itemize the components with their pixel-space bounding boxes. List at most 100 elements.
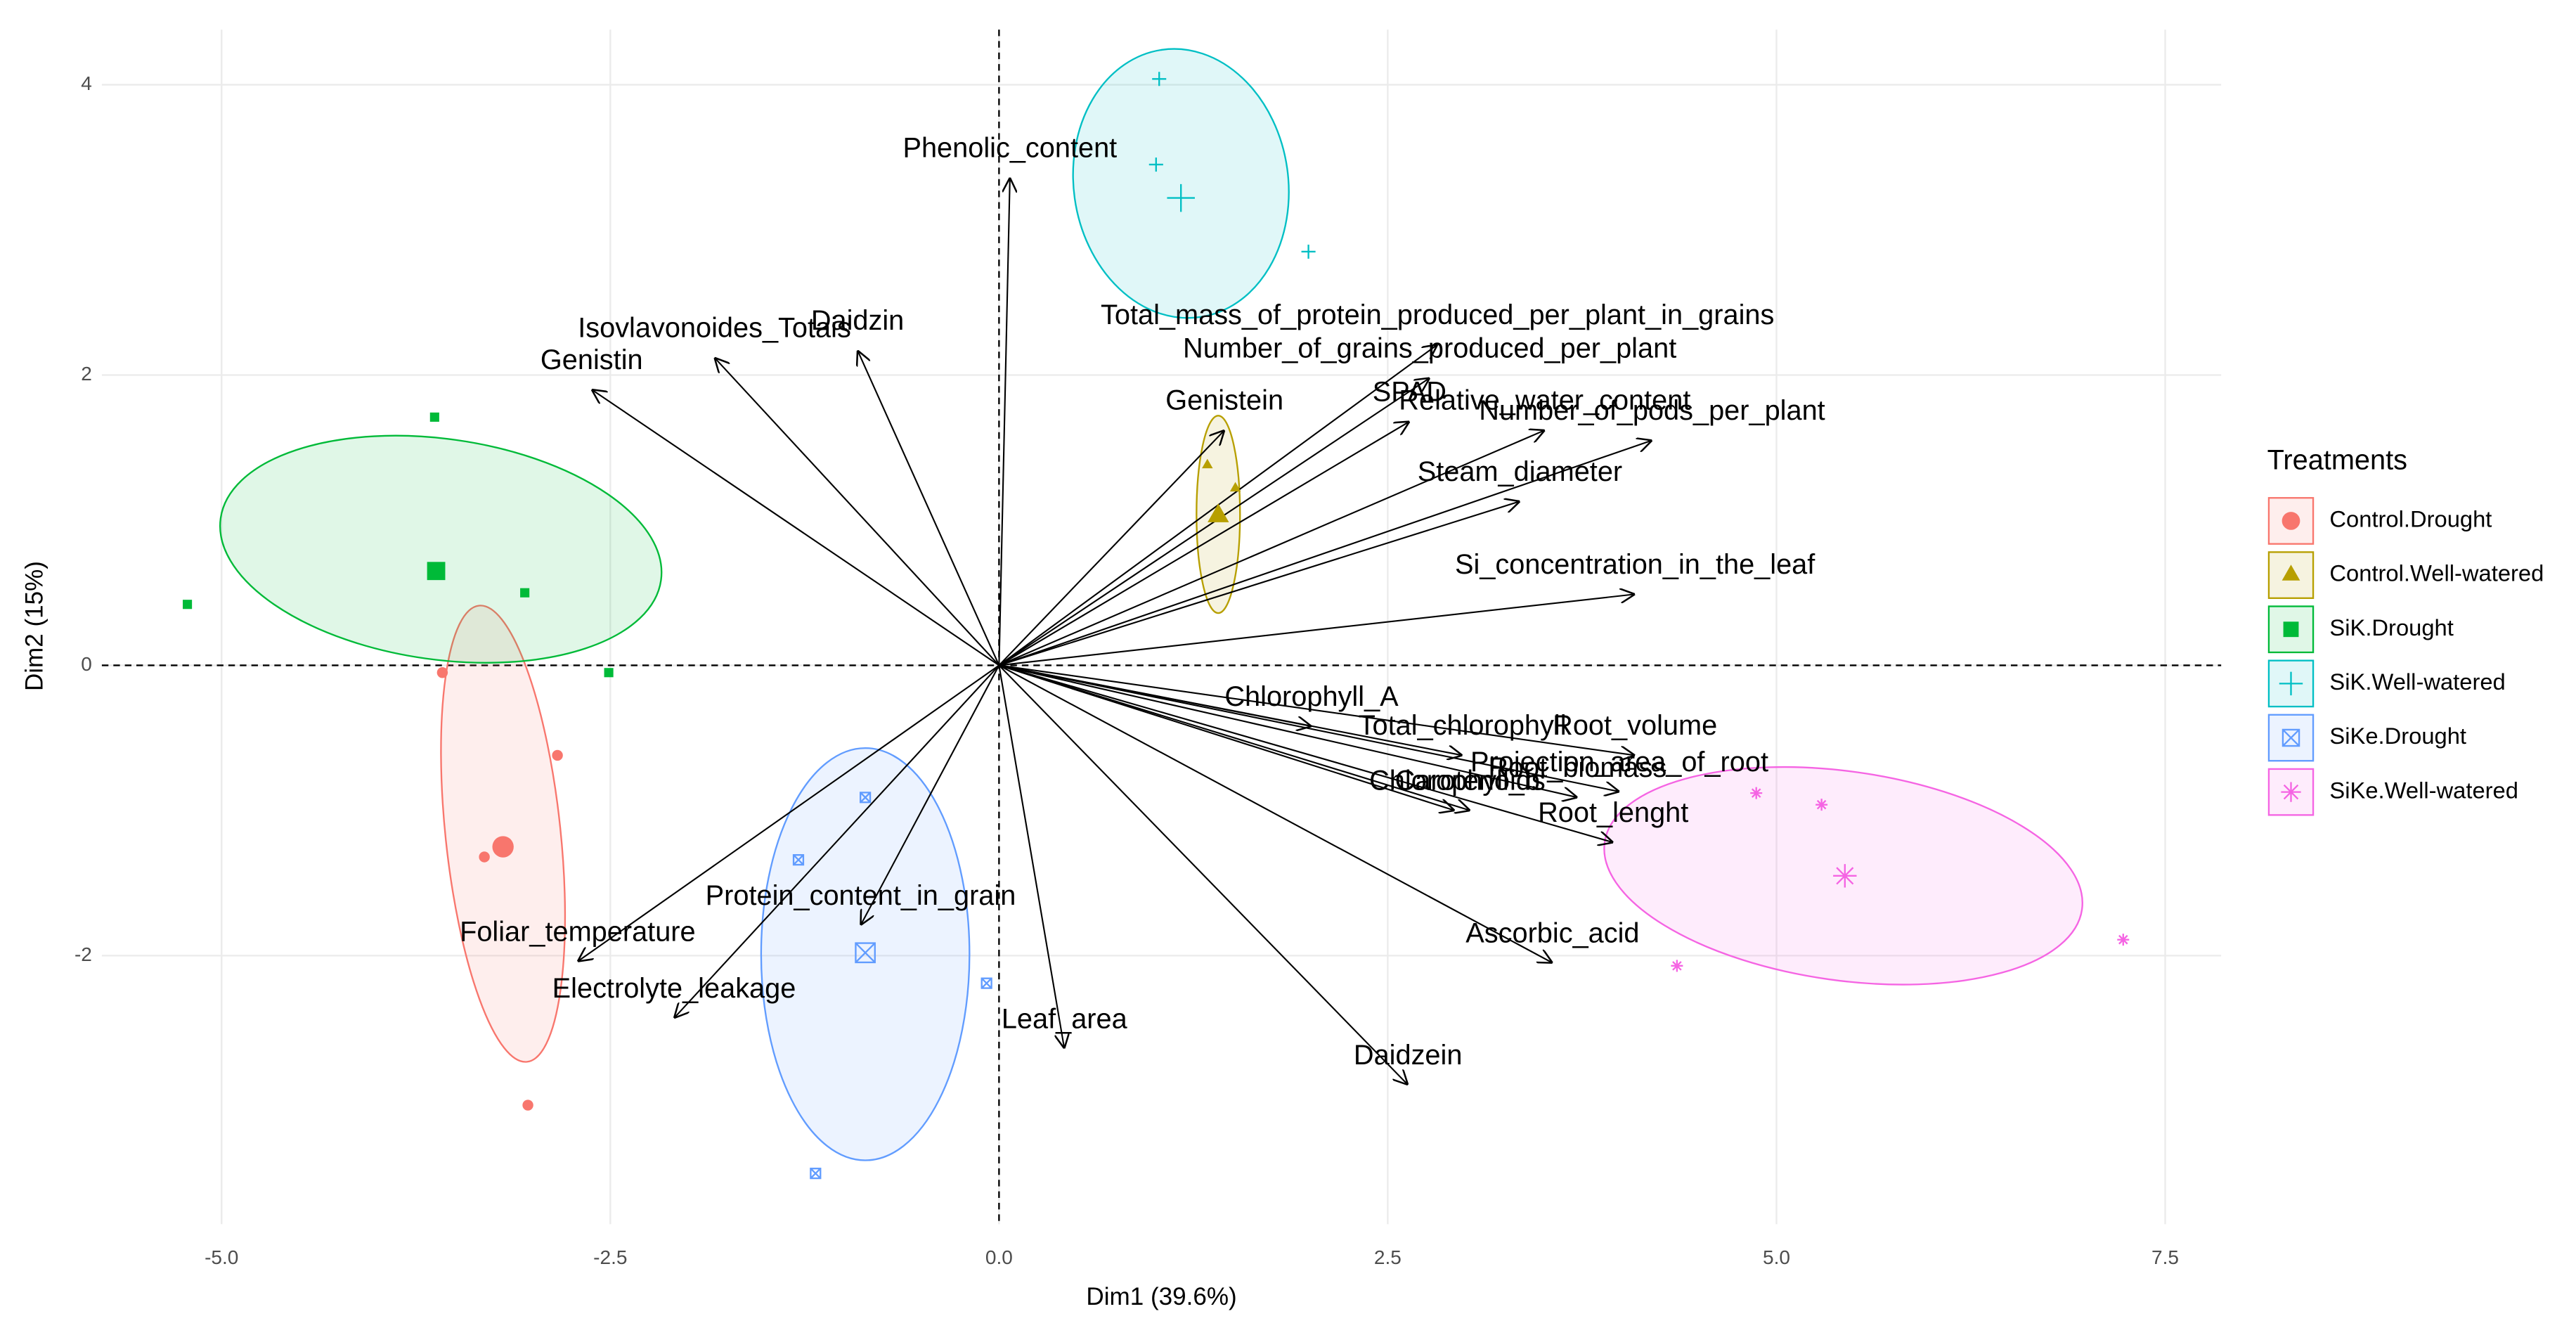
y-tick-label: 2 — [81, 363, 92, 385]
y-tick-label: -2 — [75, 943, 92, 965]
loading-arrow — [857, 350, 1000, 666]
legend-symbol — [2281, 512, 2300, 530]
x-tick-label: 5.0 — [1763, 1246, 1790, 1268]
data-point — [429, 412, 439, 422]
loading-arrow — [999, 664, 1635, 755]
legend-label: SiKe.Well-watered — [2329, 777, 2518, 803]
data-point — [520, 588, 530, 598]
variable-label: Si_concentration_in_the_leaf — [1455, 549, 1816, 580]
loading-arrow — [998, 178, 1009, 666]
variable-label: Number_of_grains_produced_per_plant — [1183, 333, 1676, 363]
loading-arrow — [998, 665, 1064, 1048]
centroid — [855, 942, 876, 964]
loading-arrow — [999, 594, 1635, 666]
data-point — [522, 1099, 533, 1111]
variable-label: SPAD — [1373, 376, 1446, 407]
x-tick-label: 2.5 — [1374, 1246, 1402, 1268]
confidence-ellipse — [440, 605, 567, 1063]
loading-arrow — [999, 664, 1454, 810]
variable-label: Isovlavonoides_Totais — [578, 312, 851, 343]
legend-label: Control.Well-watered — [2329, 560, 2544, 586]
variable-label: Carotenoids — [1395, 766, 1546, 797]
data-point — [810, 1167, 822, 1180]
legend-symbol — [2281, 565, 2300, 581]
data-point — [552, 749, 563, 761]
data-point — [1671, 960, 1683, 972]
variable-label: Total_chlorophyll — [1359, 710, 1567, 741]
variable-label: Steam_diameter — [1418, 456, 1622, 487]
centroid — [1833, 864, 1857, 888]
variable-label: Total_mass_of_protein_produced_per_plant… — [1101, 299, 1774, 330]
legend-label: SiK.Drought — [2329, 614, 2453, 640]
y-axis-title: Dim2 (15%) — [21, 561, 48, 691]
centroid — [492, 836, 514, 858]
legend-label: Control.Drought — [2329, 506, 2492, 532]
variable-label: Foliar_temperature — [460, 916, 696, 947]
loading-arrow — [674, 664, 1000, 1018]
variable-label: Electrolyte_leakage — [552, 973, 796, 1004]
loading-arrow — [999, 664, 1619, 792]
variable-label: Root_lenght — [1538, 797, 1688, 828]
data-point — [1816, 799, 1828, 811]
legend-label: SiKe.Drought — [2329, 723, 2466, 749]
legend-symbol — [2279, 671, 2303, 696]
data-point — [604, 668, 614, 678]
variable-label: Chlorophyll_A — [1224, 681, 1399, 712]
x-tick-label: -2.5 — [593, 1246, 627, 1268]
variable-label: Protein_content_in_grain — [706, 880, 1016, 911]
loading-arrow — [999, 664, 1577, 797]
data-point — [980, 977, 992, 989]
loading-arrow — [998, 430, 1224, 666]
x-tick-label: -5.0 — [205, 1246, 238, 1268]
centroid — [1167, 183, 1195, 212]
loading-arrow — [998, 422, 1409, 666]
loading-arrow — [578, 664, 999, 961]
loading-arrow — [999, 664, 1613, 842]
data-point — [479, 851, 490, 863]
loading-arrow — [999, 440, 1652, 666]
data-point — [1152, 72, 1167, 86]
data-point — [1148, 157, 1163, 172]
variable-label: Daidzin — [811, 305, 904, 336]
loading-arrow — [998, 430, 1544, 666]
loading-arrow — [860, 664, 1000, 925]
variable-label: Ascorbic_acid — [1465, 917, 1639, 948]
variable-label: Number_of_pods_per_plant — [1479, 395, 1825, 426]
loading-arrow — [998, 664, 1553, 962]
loading-arrow — [999, 664, 1470, 810]
confidence-ellipse — [1072, 48, 1290, 319]
variable-label: Daidzein — [1354, 1040, 1463, 1071]
data-point — [183, 600, 193, 610]
data-point — [1202, 458, 1213, 469]
data-point — [1750, 787, 1763, 799]
data-point — [2117, 934, 2130, 946]
loading-arrow — [998, 664, 1408, 1085]
centroid — [1208, 503, 1229, 522]
x-tick-label: 0.0 — [985, 1246, 1013, 1268]
confidence-ellipse — [219, 434, 663, 664]
data-point — [1301, 244, 1316, 259]
loading-arrow — [592, 389, 999, 666]
legend-key — [2267, 551, 2315, 599]
legend-symbol — [2281, 782, 2301, 802]
plot-root: Dim1 (39.6%) Dim2 (15%) -5.0 -2.5 0.0 2.5 5.… — [21, 30, 2544, 1310]
legend-symbol — [2281, 728, 2300, 747]
data-point — [436, 667, 448, 678]
legend-label: SiK.Well-watered — [2329, 669, 2505, 695]
legend-key — [2267, 768, 2315, 816]
legend-symbol — [2283, 621, 2299, 638]
y-tick-label: 0 — [81, 653, 92, 675]
variable-label: Genistein — [1165, 385, 1283, 416]
legend: Treatments Control.Drought Control.Well-wa… — [2267, 444, 2544, 816]
variable-label: Phenolic_content — [902, 132, 1117, 163]
variable-label: Root_volume — [1553, 710, 1717, 741]
centroid — [427, 562, 446, 581]
variable-label: Genistin — [541, 344, 643, 375]
x-tick-label: 7.5 — [2151, 1246, 2179, 1268]
data-point — [792, 853, 805, 866]
legend-title: Treatments — [2267, 444, 2407, 475]
variable-label: Root_biomass — [1488, 752, 1666, 783]
loading-arrow — [715, 358, 1000, 666]
